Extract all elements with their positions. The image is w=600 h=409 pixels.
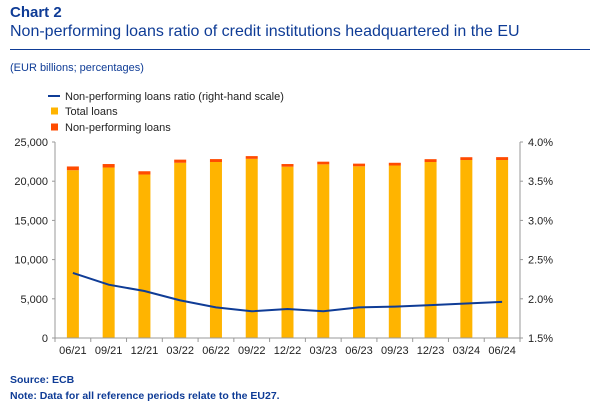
bar-total-loans [460, 160, 473, 338]
bar-total-loans [496, 160, 509, 338]
x-tick-label: 03/23 [310, 345, 338, 357]
x-tick-label: 09/23 [381, 345, 409, 357]
bar-total-loans [245, 158, 258, 338]
title-divider [10, 49, 590, 50]
bar-total-loans [66, 170, 79, 338]
bar-npl [353, 163, 366, 167]
x-tick-label: 12/22 [274, 345, 302, 357]
chart-title: Non-performing loans ratio of credit ins… [10, 23, 520, 40]
source-note: Source: ECB [10, 374, 75, 386]
x-tick-label: 09/22 [238, 345, 266, 357]
bar-npl [424, 159, 437, 162]
bar-total-loans [174, 162, 187, 338]
bar-npl [245, 156, 258, 159]
right-tick-label: 2.5% [528, 255, 553, 267]
ratio-line-group [72, 271, 503, 313]
right-tick-label: 2.0% [528, 294, 553, 306]
x-tick-label: 06/22 [202, 345, 230, 357]
chart-svg: Non-performing loans ratio (right-hand s… [14, 91, 553, 357]
bar-npl [496, 157, 509, 161]
bar-total-loans [102, 167, 115, 338]
bar-npl [174, 159, 187, 163]
bar-total-loans [281, 166, 294, 338]
legend-label: Total loans [65, 106, 118, 118]
bar-total-loans [353, 166, 366, 338]
bar-total-loans [317, 164, 330, 338]
bar-npl [138, 171, 151, 175]
legend-label: Non-performing loans ratio (right-hand s… [65, 91, 284, 103]
ratio-line [72, 271, 503, 313]
bar-npl [388, 162, 401, 166]
chart-number: Chart 2 [10, 4, 62, 21]
x-tick-label: 09/21 [95, 345, 123, 357]
bar-npl [281, 164, 294, 167]
bar-npl [209, 159, 222, 162]
right-tick-label: 3.5% [528, 176, 553, 188]
legend: Non-performing loans ratio (right-hand s… [48, 91, 284, 134]
left-tick-label: 25,000 [14, 137, 48, 149]
x-axis: 06/21 09/21 12/21 03/22 06/22 09/22 12/22 03/23… [54, 337, 521, 357]
left-tick-label: 5,000 [20, 294, 48, 306]
x-tick-label: 06/24 [488, 345, 516, 357]
bar-total-loans [209, 161, 222, 338]
legend-swatch-npl [51, 123, 58, 131]
right-tick-label: 4.0% [528, 137, 553, 149]
x-tick-label: 12/21 [131, 345, 159, 357]
right-tick-label: 3.0% [528, 215, 553, 227]
chart-subtitle: (EUR billions; percentages) [10, 62, 144, 74]
bar-npl [460, 157, 473, 161]
x-tick-label: 03/22 [166, 345, 194, 357]
right-axis: 1.5% 2.0% 2.5% 3.0% 3.5% 4.0% [519, 137, 553, 345]
x-tick-label: 06/23 [345, 345, 373, 357]
x-tick-label: 06/21 [59, 345, 87, 357]
right-tick-label: 1.5% [528, 333, 553, 345]
left-tick-label: 0 [42, 333, 48, 345]
left-tick-label: 10,000 [14, 255, 48, 267]
bar-total-loans [388, 165, 401, 338]
x-tick-label: 03/24 [453, 345, 481, 357]
bar-npl [66, 166, 79, 171]
bar-npl [102, 164, 115, 168]
bar-npl [317, 161, 330, 165]
left-tick-label: 15,000 [14, 215, 48, 227]
legend-swatch-total-loans [51, 107, 58, 115]
bar-total-loans [138, 174, 151, 338]
x-tick-label: 12/23 [417, 345, 445, 357]
legend-label: Non-performing loans [65, 122, 171, 134]
left-axis: 0 5,000 10,000 15,000 20,000 25,000 [14, 137, 56, 345]
bars-group [66, 156, 509, 338]
bar-total-loans [424, 161, 437, 338]
left-tick-label: 20,000 [14, 176, 48, 188]
data-note: Note: Data for all reference periods rel… [10, 390, 280, 402]
